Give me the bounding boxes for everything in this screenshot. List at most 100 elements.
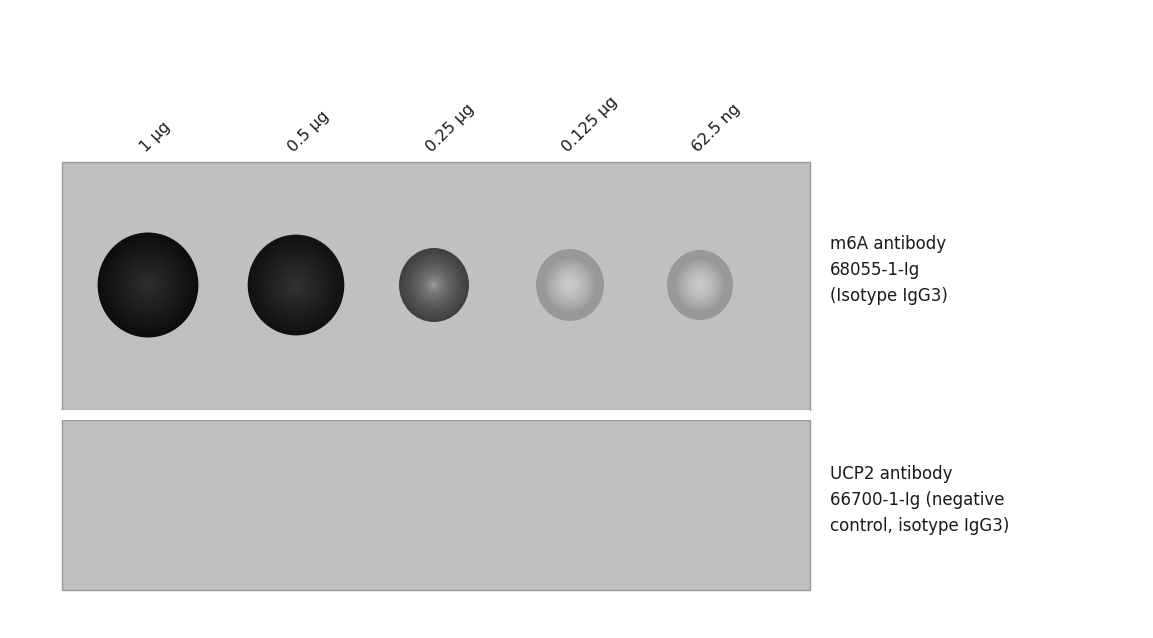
- Ellipse shape: [548, 262, 591, 308]
- Ellipse shape: [550, 263, 590, 307]
- Ellipse shape: [103, 238, 194, 332]
- Ellipse shape: [133, 269, 163, 300]
- Ellipse shape: [269, 256, 323, 313]
- Text: 0.125 μg: 0.125 μg: [559, 94, 620, 155]
- Ellipse shape: [547, 260, 593, 309]
- Ellipse shape: [680, 264, 719, 306]
- Text: 1 μg: 1 μg: [137, 119, 173, 155]
- Ellipse shape: [143, 279, 153, 290]
- Ellipse shape: [414, 264, 453, 306]
- Ellipse shape: [99, 234, 197, 336]
- Ellipse shape: [100, 235, 196, 335]
- Ellipse shape: [698, 282, 702, 288]
- Ellipse shape: [262, 249, 330, 320]
- Ellipse shape: [565, 279, 575, 291]
- Ellipse shape: [146, 283, 150, 286]
- Ellipse shape: [138, 274, 158, 295]
- Ellipse shape: [401, 251, 466, 319]
- Ellipse shape: [551, 265, 589, 305]
- Ellipse shape: [118, 253, 179, 316]
- Ellipse shape: [557, 271, 583, 299]
- Ellipse shape: [692, 277, 708, 293]
- Ellipse shape: [253, 240, 339, 330]
- Ellipse shape: [409, 258, 459, 311]
- Ellipse shape: [278, 267, 314, 304]
- Ellipse shape: [259, 246, 333, 323]
- Ellipse shape: [293, 281, 300, 288]
- Ellipse shape: [678, 261, 723, 309]
- Ellipse shape: [144, 281, 151, 288]
- Ellipse shape: [404, 253, 465, 318]
- Ellipse shape: [273, 262, 318, 309]
- Ellipse shape: [286, 275, 306, 295]
- Ellipse shape: [536, 249, 604, 321]
- Ellipse shape: [666, 250, 733, 320]
- Ellipse shape: [104, 239, 191, 330]
- Ellipse shape: [419, 269, 450, 301]
- Ellipse shape: [420, 271, 449, 300]
- Ellipse shape: [285, 273, 307, 297]
- Ellipse shape: [429, 279, 439, 291]
- Ellipse shape: [679, 263, 721, 308]
- Ellipse shape: [254, 241, 338, 329]
- Ellipse shape: [284, 272, 309, 299]
- Ellipse shape: [683, 267, 717, 303]
- Ellipse shape: [560, 275, 580, 295]
- Ellipse shape: [421, 272, 446, 299]
- Bar: [62, 162, 811, 410]
- Ellipse shape: [423, 273, 445, 297]
- Ellipse shape: [123, 259, 173, 311]
- Text: UCP2 antibody
66700-1-Ig (negative
control, isotype IgG3): UCP2 antibody 66700-1-Ig (negative contr…: [830, 464, 1009, 535]
- Bar: [62, 420, 811, 590]
- Ellipse shape: [543, 256, 597, 314]
- Ellipse shape: [544, 258, 596, 313]
- Ellipse shape: [265, 253, 326, 317]
- Ellipse shape: [288, 277, 304, 293]
- Ellipse shape: [424, 274, 444, 295]
- Ellipse shape: [136, 273, 160, 297]
- Ellipse shape: [687, 271, 714, 299]
- Text: 0.25 μg: 0.25 μg: [423, 101, 477, 155]
- Text: m6A antibody
68055-1-Ig
(Isotype IgG3): m6A antibody 68055-1-Ig (Isotype IgG3): [830, 235, 948, 306]
- Ellipse shape: [553, 268, 587, 302]
- Ellipse shape: [106, 241, 190, 329]
- Ellipse shape: [405, 254, 464, 316]
- Ellipse shape: [256, 243, 337, 327]
- Ellipse shape: [98, 232, 198, 338]
- Ellipse shape: [140, 276, 157, 293]
- Ellipse shape: [686, 270, 715, 300]
- Ellipse shape: [142, 278, 155, 292]
- Ellipse shape: [399, 248, 469, 322]
- Ellipse shape: [281, 270, 310, 300]
- Ellipse shape: [116, 252, 180, 318]
- Ellipse shape: [689, 274, 710, 296]
- Ellipse shape: [417, 267, 451, 303]
- Ellipse shape: [248, 235, 345, 336]
- Ellipse shape: [135, 271, 161, 299]
- Ellipse shape: [406, 255, 462, 315]
- Ellipse shape: [110, 245, 187, 325]
- Ellipse shape: [113, 248, 183, 322]
- Ellipse shape: [126, 262, 169, 308]
- Ellipse shape: [107, 243, 188, 327]
- Ellipse shape: [677, 260, 724, 310]
- Ellipse shape: [120, 255, 176, 315]
- Ellipse shape: [559, 274, 581, 297]
- Ellipse shape: [249, 236, 342, 334]
- Bar: [62, 410, 811, 420]
- Ellipse shape: [688, 272, 711, 297]
- Ellipse shape: [131, 267, 165, 302]
- Ellipse shape: [425, 276, 443, 294]
- Ellipse shape: [125, 260, 172, 309]
- Ellipse shape: [673, 257, 726, 313]
- Ellipse shape: [699, 284, 701, 286]
- Ellipse shape: [114, 250, 182, 320]
- Ellipse shape: [693, 278, 707, 292]
- Ellipse shape: [251, 238, 341, 332]
- Ellipse shape: [111, 246, 184, 323]
- Ellipse shape: [416, 266, 452, 304]
- Ellipse shape: [430, 281, 438, 290]
- Ellipse shape: [562, 276, 578, 293]
- Ellipse shape: [264, 251, 329, 318]
- Ellipse shape: [294, 283, 297, 286]
